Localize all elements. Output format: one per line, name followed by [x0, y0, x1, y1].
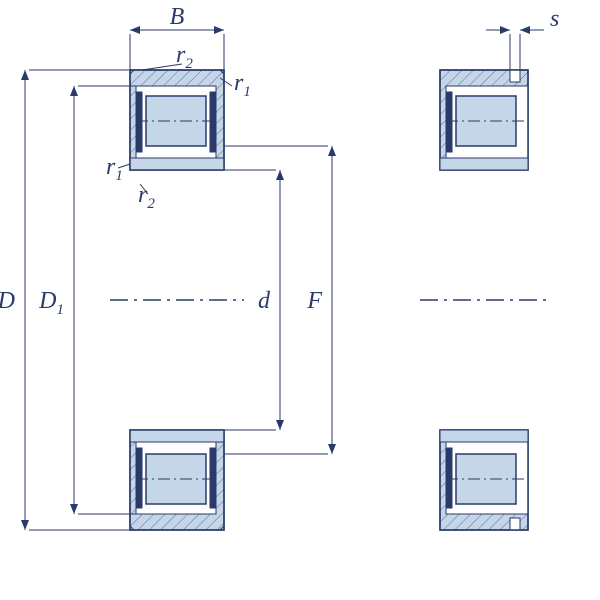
dim-label: d: [258, 288, 271, 314]
dim-label: D: [0, 288, 15, 314]
dim-label: B: [170, 4, 185, 30]
dim-label: r1: [234, 70, 251, 100]
dim-label: D1: [38, 288, 64, 318]
bearing-diagram: D D1 d F Bs r2 r1 r1 r2: [0, 0, 600, 600]
dim-label: r1: [106, 154, 123, 184]
dim-label: r2: [138, 182, 155, 212]
dim-label: r2: [176, 42, 193, 72]
dim-label: s: [550, 6, 559, 32]
dim-label: F: [306, 288, 322, 314]
